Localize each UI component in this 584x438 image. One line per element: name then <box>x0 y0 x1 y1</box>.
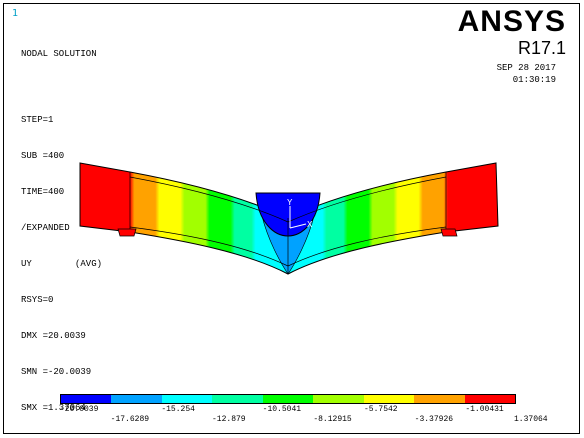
step-text: STEP=1 <box>21 115 54 125</box>
triad-x-label: X <box>307 220 313 230</box>
color-legend-bar <box>60 394 516 404</box>
legend-swatch <box>414 395 465 403</box>
legend-swatch <box>111 395 162 403</box>
legend-value-bottom: -12.879 <box>212 415 246 424</box>
legend-swatch <box>313 395 364 403</box>
ansys-brand: ANSYS R17.1 <box>457 5 566 59</box>
window-number: 1 <box>12 8 19 19</box>
legend-value-top: -1.00431 <box>465 405 504 414</box>
ansys-logo: ANSYS <box>457 5 566 38</box>
triad-y-label: Y <box>287 198 293 208</box>
time-text: 01:30:19 <box>512 75 556 85</box>
legend-value-top: -10.5041 <box>262 405 302 414</box>
dmx-text: DMX =20.0039 <box>21 331 86 341</box>
legend-value-top: -15.254 <box>161 405 195 414</box>
legend-value-top: -5.7542 <box>364 405 398 414</box>
smn-text: SMN =-20.0039 <box>21 367 92 377</box>
legend-swatch <box>61 395 112 403</box>
legend-value-bottom: -17.6289 <box>110 415 150 424</box>
legend-swatch <box>464 395 515 403</box>
result-info-block: NODAL SOLUTION STEP=1 SUB =400 TIME=400 … <box>21 24 102 426</box>
smx-text: SMX =1.37064 <box>21 403 86 413</box>
sub-text: SUB =400 <box>21 151 65 161</box>
legend-swatch <box>161 395 213 403</box>
expanded-text: /EXPANDED <box>21 223 70 233</box>
right-support <box>440 228 458 237</box>
left-support <box>117 228 137 237</box>
rsys-text: RSYS=0 <box>21 295 54 305</box>
legend-swatch <box>262 395 314 403</box>
legend-value-bottom: 1.37064 <box>514 415 548 424</box>
triad-x-axis <box>289 223 307 229</box>
legend-swatch <box>363 395 415 403</box>
solution-title: NODAL SOLUTION <box>21 49 97 59</box>
date-time-stamp: SEP 28 2017 01:30:19 <box>497 62 556 86</box>
legend-value-top: -20.0039 <box>60 405 99 414</box>
ansys-version: R17.1 <box>517 38 566 58</box>
legend-value-bottom: -3.37926 <box>414 415 454 424</box>
legend-value-bottom: -8.12915 <box>313 415 352 424</box>
time-text: TIME=400 <box>21 187 65 197</box>
legend-swatch <box>212 395 263 403</box>
result-text: UY (AVG) <box>21 259 103 269</box>
date-text: SEP 28 2017 <box>496 63 556 73</box>
